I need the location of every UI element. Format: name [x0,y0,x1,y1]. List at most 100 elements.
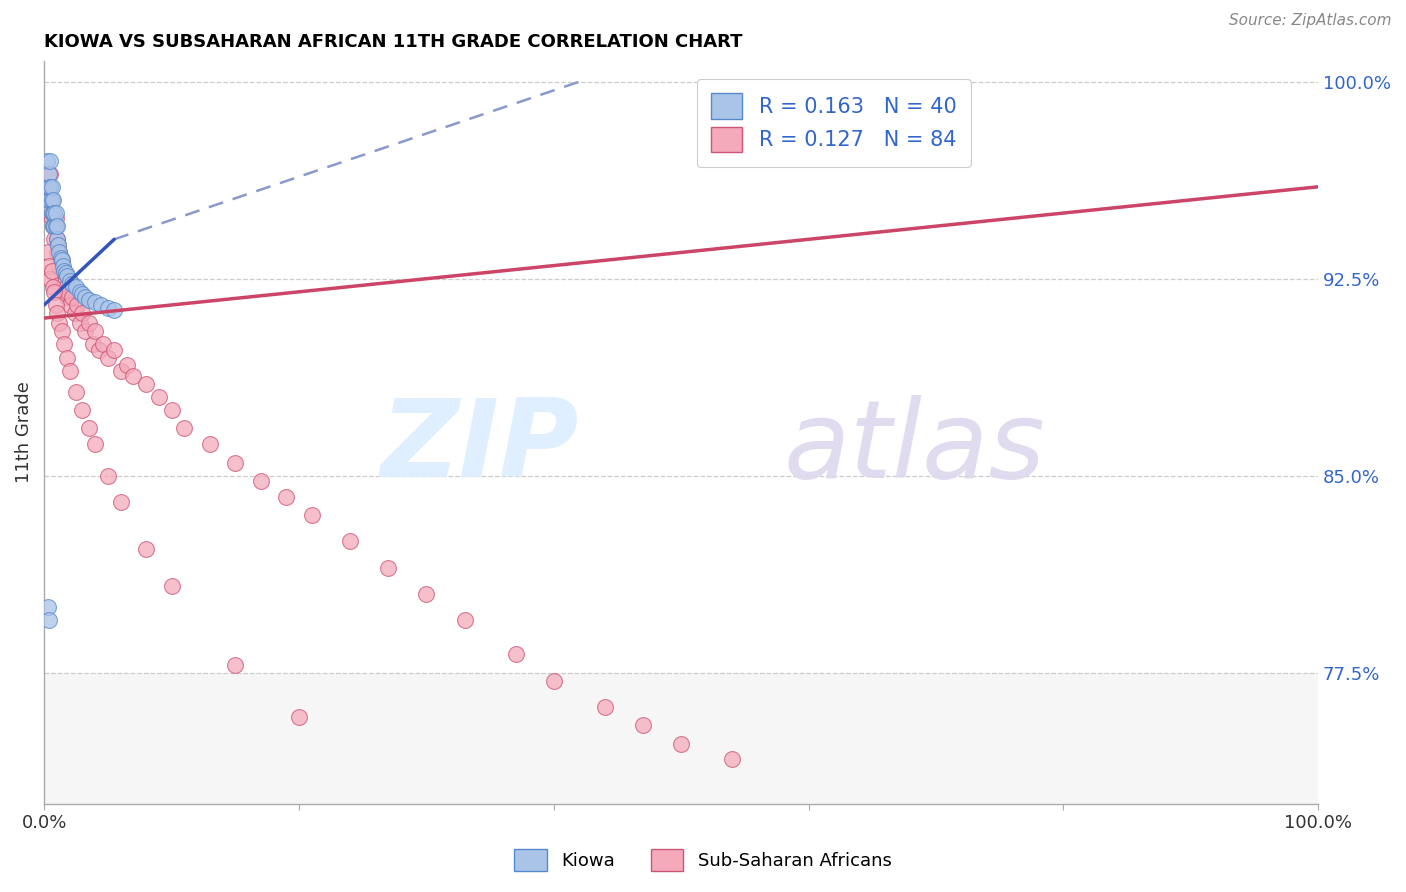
Point [52,271,75,285]
Point [56,351,79,365]
Point [39,153,62,168]
Point [49,251,72,265]
Point [56,290,79,304]
Point [288,710,311,724]
Point [53,285,76,299]
Point [38,179,60,194]
Point [39,179,62,194]
Point [45,219,67,234]
Point [224,657,246,672]
Point [65,384,87,399]
Point [73,290,96,304]
Point [97,301,120,315]
Point [39,179,62,194]
Point [38,259,60,273]
Point [52,259,75,273]
Point [58,285,80,299]
Point [97,351,120,365]
Point [51,253,73,268]
Point [58,298,80,312]
Point [160,403,183,417]
Point [669,737,692,751]
Point [65,279,87,293]
Point [110,495,132,509]
Point [38,613,60,627]
Point [77,317,100,331]
Point [41,193,63,207]
Point [45,232,67,246]
Point [115,359,138,373]
Point [38,193,60,207]
Point [721,752,744,766]
Point [72,403,94,417]
Point [48,245,70,260]
Point [53,337,76,351]
Point [39,271,62,285]
Point [90,298,112,312]
Point [42,206,65,220]
Text: KIOWA VS SUBSAHARAN AFRICAN 11TH GRADE CORRELATION CHART: KIOWA VS SUBSAHARAN AFRICAN 11TH GRADE C… [44,33,742,51]
Point [45,219,67,234]
Point [63,306,86,320]
Point [860,148,883,162]
Point [103,303,125,318]
Point [77,421,100,435]
Point [224,456,246,470]
Point [135,542,157,557]
Point [60,290,83,304]
Legend: Kiowa, Sub-Saharan Africans: Kiowa, Sub-Saharan Africans [508,842,898,879]
Point [84,437,107,451]
Point [42,206,65,220]
Point [45,298,67,312]
Point [49,264,72,278]
Point [301,508,323,522]
Point [41,193,63,207]
Point [73,324,96,338]
Point [160,579,183,593]
Point [37,193,59,207]
Point [37,600,59,615]
Point [198,437,221,451]
Point [38,167,60,181]
Point [58,274,80,288]
Point [58,364,80,378]
Text: Source: ZipAtlas.com: Source: ZipAtlas.com [1229,13,1392,29]
Point [55,267,77,281]
Point [39,193,62,207]
Point [51,324,73,338]
Point [173,421,195,435]
Point [48,317,70,331]
Point [505,647,527,661]
Bar [44,673,1319,804]
Text: atlas: atlas [783,395,1045,500]
Point [249,474,271,488]
Point [52,264,75,278]
Point [45,211,67,226]
Point [45,219,67,234]
Point [45,206,67,220]
Point [69,317,91,331]
Point [148,390,170,404]
Point [72,306,94,320]
Point [415,587,437,601]
Point [69,285,91,299]
Point [35,153,58,168]
Point [122,368,145,383]
Point [87,343,110,357]
Point [631,718,654,732]
Point [45,245,67,260]
Point [44,232,66,246]
Legend: R = 0.163   N = 40, R = 0.127   N = 84: R = 0.163 N = 40, R = 0.127 N = 84 [696,78,972,167]
Point [42,193,65,207]
Point [84,324,107,338]
Point [110,364,132,378]
Point [91,337,114,351]
Point [51,253,73,268]
Point [56,269,79,284]
Point [543,673,565,688]
Point [72,287,94,301]
Point [77,293,100,307]
Point [44,219,66,234]
Point [42,219,65,234]
Point [41,206,63,220]
